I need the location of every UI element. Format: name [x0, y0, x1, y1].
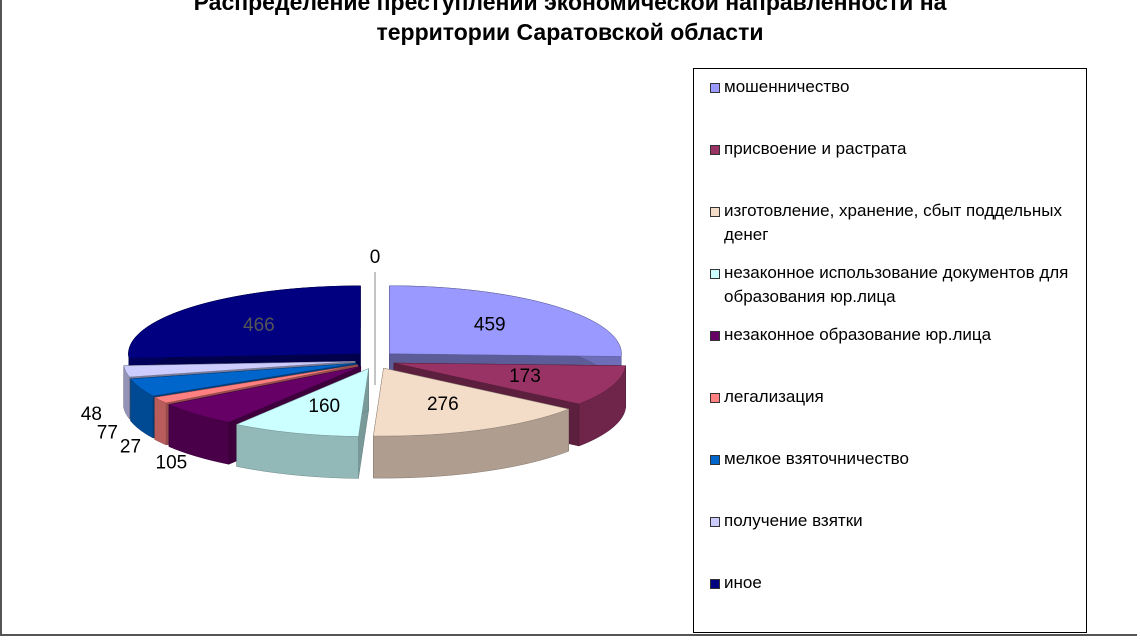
legend-label: легализация [724, 387, 824, 406]
slice [393, 362, 626, 405]
legend-label: получение взятки [724, 511, 863, 530]
legend-swatch [710, 269, 720, 279]
legend-label: иное [724, 573, 762, 592]
value-label: 48 [81, 404, 102, 425]
legend-item: изготовление, хранение, сбыт поддельных … [710, 199, 1076, 261]
legend-swatch [710, 393, 720, 403]
slice [373, 367, 570, 437]
value-label: 459 [474, 315, 506, 336]
legend-item: мошенничество [710, 75, 1076, 137]
value-label: 173 [509, 366, 541, 387]
legend-item: присвоение и растрата [710, 137, 1076, 199]
value-label: 77 [97, 422, 118, 443]
legend-label: мошенничество [724, 77, 850, 96]
legend-item: незаконное образование юр.лица [710, 323, 1076, 385]
value-label: 0 [370, 247, 381, 268]
legend-label: мелкое взяточничество [724, 449, 909, 468]
slice [130, 362, 357, 397]
value-label: 105 [156, 452, 188, 473]
legend-item: получение взятки [710, 509, 1076, 571]
slice [389, 285, 622, 357]
legend-item: легализация [710, 385, 1076, 447]
legend-swatch [710, 145, 720, 155]
legend-label: незаконное использование документов для … [724, 263, 1069, 306]
legend-label: изготовление, хранение, сбыт поддельных … [724, 201, 1062, 244]
value-label: 466 [243, 315, 275, 336]
legend-swatch [710, 83, 720, 93]
value-label: 276 [427, 394, 459, 415]
legend-swatch [710, 455, 720, 465]
slice [235, 368, 369, 437]
legend-swatch [710, 579, 720, 589]
legend-item: мелкое взяточничество [710, 447, 1076, 509]
value-label: 27 [120, 437, 141, 458]
legend-label: присвоение и растрата [724, 139, 907, 158]
value-label: 160 [308, 396, 340, 417]
slice-wall [154, 397, 167, 446]
legend: мошенничество присвоение и растрата изгото… [693, 68, 1087, 633]
legend-swatch [710, 517, 720, 527]
slice [153, 364, 358, 404]
legend-swatch [710, 207, 720, 217]
chart-title: Распределение преступлений экономической… [193, 0, 947, 45]
slice [128, 285, 361, 359]
slice [168, 366, 361, 423]
slice [123, 361, 356, 378]
legend-label: незаконное образование юр.лица [724, 325, 992, 344]
legend-item: иное [710, 571, 1076, 633]
legend-swatch [710, 331, 720, 341]
legend-item: незаконное использование документов для … [710, 261, 1076, 323]
